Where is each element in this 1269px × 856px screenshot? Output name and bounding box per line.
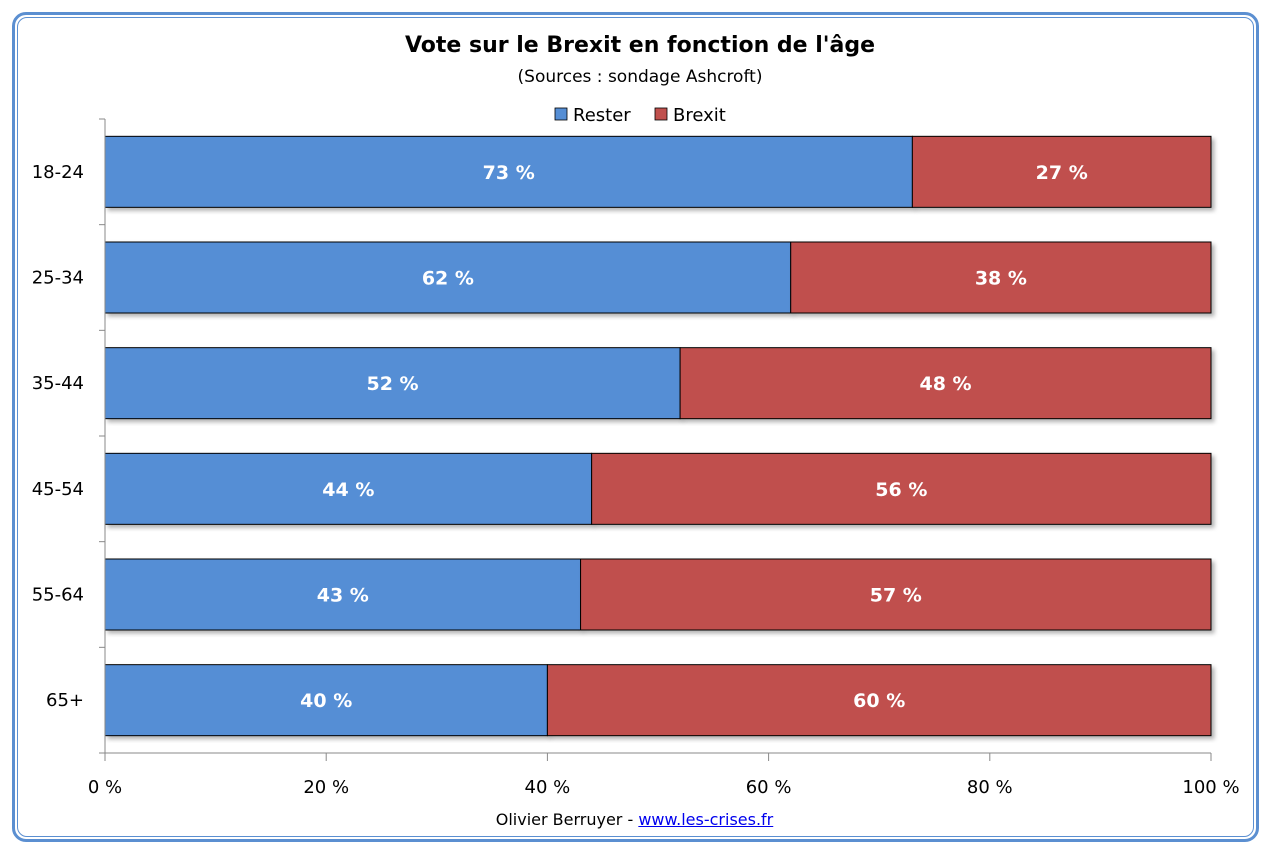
legend-swatch-rester [554,107,568,121]
x-tick-label: 40 % [525,777,571,798]
x-tick-label: 0 % [88,777,122,798]
x-tick-label: 100 % [1182,777,1239,798]
category-label: 65+ [46,690,84,711]
data-label: 43 % [317,585,369,607]
credit-author: Olivier Berruyer [495,810,623,829]
data-label: 62 % [422,268,474,290]
data-label: 38 % [975,268,1027,290]
data-label: 44 % [322,479,374,501]
bar-brexit-25-34 [790,241,1212,314]
data-label: 60 % [853,690,905,712]
x-tick-label: 20 % [303,777,349,798]
credit-line: Olivier Berruyer - www.les-crises.fr [0,810,1269,829]
bar-brexit-18-24 [911,135,1212,208]
data-label: 56 % [875,479,927,501]
chart-subtitle: (Sources : sondage Ashcroft) [518,67,763,87]
data-label: 73 % [483,162,535,184]
bar-rester-65+ [104,664,548,737]
legend-label-rester: Rester [573,105,631,126]
category-label: 25-34 [32,268,84,289]
chart-frame-inner [17,17,1254,837]
bar-rester-25-34 [104,241,792,314]
category-label: 55-64 [32,585,84,606]
credit-separator: - [627,810,634,829]
legend-swatch-brexit [654,107,668,121]
data-label: 40 % [300,690,352,712]
data-label: 57 % [870,585,922,607]
legend: Rester Brexit [554,105,726,126]
bar-brexit-55-64 [580,558,1212,631]
bar-rester-18-24 [104,135,913,208]
bar-brexit-65+ [546,664,1212,737]
data-label: 48 % [920,373,972,395]
bars: 73 % 27 % 18-24 62 % 38 % 25-34 52 % 48 % 35-44 4… [32,135,1212,737]
category-label: 45-54 [32,479,84,500]
axes: 0 % 20 % 40 % 60 % 80 % 100 % [88,118,1240,798]
category-label: 35-44 [32,373,84,394]
category-label: 18-24 [32,162,84,183]
data-label: 52 % [367,373,419,395]
bar-rester-55-64 [104,558,582,631]
legend-label-brexit: Brexit [673,105,726,126]
data-label: 27 % [1036,162,1088,184]
chart-frame [12,12,1259,842]
credit-link[interactable]: www.les-crises.fr [638,810,774,829]
x-tick-label: 80 % [967,777,1013,798]
x-tick-label: 60 % [746,777,792,798]
bar-brexit-45-54 [591,452,1212,525]
chart-title: Vote sur le Brexit en fonction de l'âge [405,33,875,58]
bar-rester-35-44 [104,347,681,420]
bar-brexit-35-44 [679,347,1212,420]
bar-rester-45-54 [104,452,593,525]
